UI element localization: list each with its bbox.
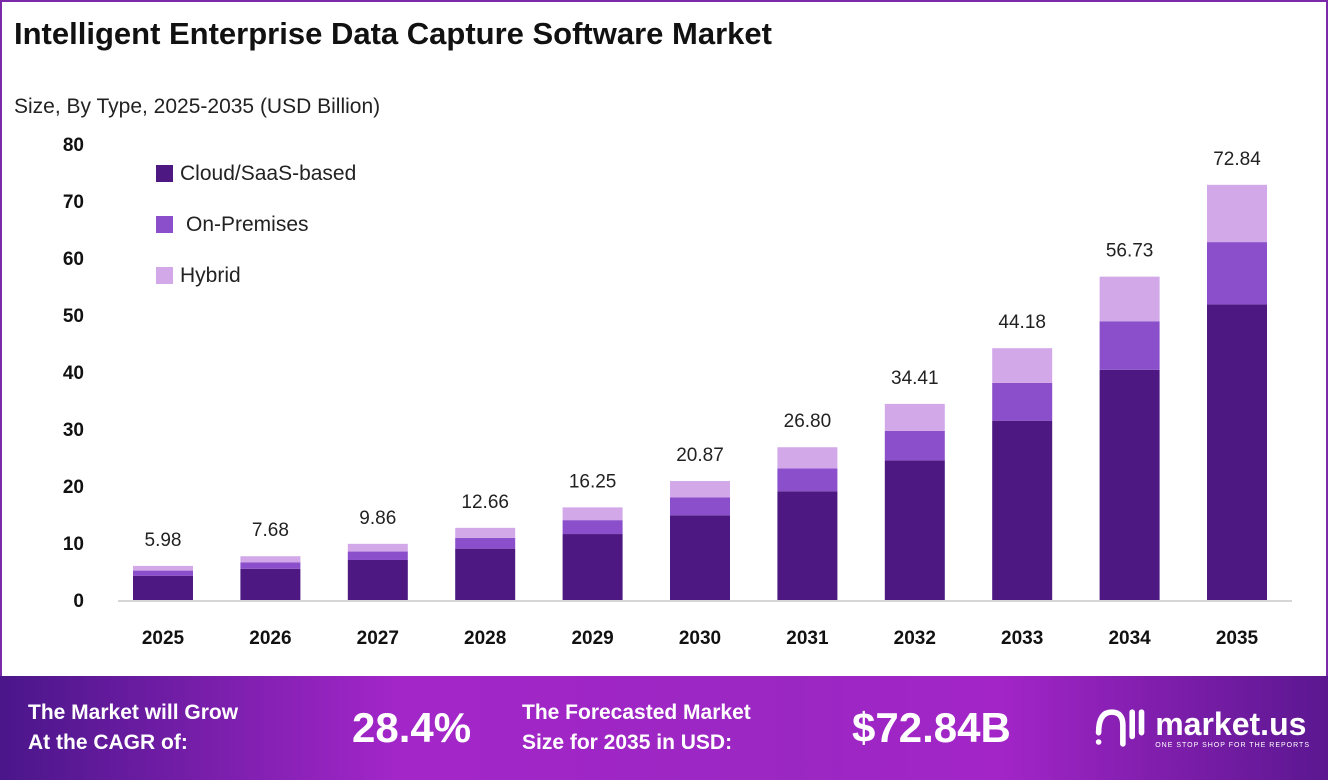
total-label: 72.84: [1213, 149, 1261, 170]
x-tick-label: 2030: [679, 628, 721, 649]
bar-segment-cloud-saas-based-2030: [670, 515, 730, 600]
legend-swatch: [156, 216, 173, 233]
cagr-label-line1: The Market will Grow: [28, 701, 239, 724]
legend-swatch: [156, 165, 173, 182]
bar-segment-hybrid-2035: [1207, 184, 1267, 243]
y-tick-label: 30: [63, 420, 84, 441]
y-tick-label: 80: [63, 135, 84, 156]
bar-segment-on-premises-2027: [347, 551, 408, 560]
bar-segment-hybrid-2030: [670, 481, 730, 498]
bar-segment-on-premises-2026: [240, 562, 301, 569]
bar-segment-hybrid-2029: [562, 507, 623, 521]
summary-banner: The Market will Grow At the CAGR of: 28.…: [0, 676, 1328, 780]
bar-segment-hybrid-2028: [455, 527, 516, 538]
bar-segment-cloud-saas-based-2033: [992, 420, 1053, 600]
bar-segment-hybrid-2026: [240, 556, 301, 563]
bar-segment-hybrid-2033: [992, 348, 1053, 383]
legend-label: Cloud/SaaS-based: [180, 162, 356, 185]
bar-chart: 010203040506070805.9820257.6820269.86202…: [63, 135, 1292, 649]
bar-segment-cloud-saas-based-2032: [884, 460, 945, 600]
bar-segment-on-premises-2028: [455, 537, 516, 549]
total-label: 5.98: [145, 530, 182, 551]
y-tick-label: 10: [63, 534, 84, 555]
x-tick-label: 2032: [894, 628, 936, 649]
logo-icon: [1096, 709, 1145, 747]
forecast-label-line1: The Forecasted Market: [522, 701, 751, 724]
chart-frame: [0, 0, 1328, 678]
x-tick-label: 2034: [1108, 628, 1151, 649]
bar-segment-cloud-saas-based-2029: [562, 534, 623, 600]
x-tick-label: 2026: [249, 628, 291, 649]
total-label: 34.41: [891, 368, 939, 389]
total-label: 20.87: [676, 445, 724, 466]
bar-segment-cloud-saas-based-2031: [777, 491, 838, 600]
chart-title: Intelligent Enterprise Data Capture Soft…: [14, 16, 772, 51]
bar-segment-hybrid-2032: [884, 403, 945, 431]
bar-segment-on-premises-2034: [1099, 321, 1160, 370]
bar-segment-cloud-saas-based-2028: [455, 548, 516, 600]
bar-segment-hybrid-2025: [133, 565, 193, 571]
x-tick-label: 2028: [464, 628, 506, 649]
bar-segment-on-premises-2029: [562, 520, 623, 535]
bar-segment-hybrid-2027: [347, 543, 408, 552]
bar-segment-on-premises-2030: [670, 497, 730, 516]
legend-swatch: [156, 267, 173, 284]
bar-segment-hybrid-2034: [1099, 276, 1160, 322]
x-tick-label: 2033: [1001, 628, 1043, 649]
cagr-label: The Market will Grow At the CAGR of:: [28, 698, 338, 758]
bar-segment-on-premises-2031: [777, 468, 838, 492]
bar-segment-cloud-saas-based-2034: [1099, 369, 1160, 600]
total-label: 56.73: [1106, 241, 1154, 262]
logo-tagline: ONE STOP SHOP FOR THE REPORTS: [1155, 741, 1310, 749]
total-label: 16.25: [569, 471, 617, 492]
bar-segment-on-premises-2035: [1207, 242, 1267, 305]
y-tick-label: 50: [63, 306, 84, 327]
y-tick-label: 60: [63, 249, 84, 270]
x-tick-label: 2031: [786, 628, 829, 649]
chart-subtitle: Size, By Type, 2025-2035 (USD Billion): [14, 95, 381, 118]
total-label: 12.66: [461, 492, 509, 513]
bar-segment-on-premises-2032: [884, 430, 945, 461]
total-label: 44.18: [998, 312, 1046, 333]
x-tick-label: 2025: [142, 628, 185, 649]
bar-segment-on-premises-2033: [992, 382, 1053, 421]
bar-segment-hybrid-2031: [777, 447, 838, 469]
legend-label: On-Premises: [186, 213, 309, 236]
y-tick-label: 40: [63, 363, 84, 384]
bar-segment-cloud-saas-based-2027: [347, 559, 408, 600]
market-us-logo: market.us ONE STOP SHOP FOR THE REPORTS: [1093, 703, 1310, 753]
total-label: 7.68: [252, 520, 289, 541]
cagr-value: 28.4%: [352, 704, 472, 751]
forecast-label-line2: Size for 2035 in USD:: [522, 731, 733, 754]
bar-segment-cloud-saas-based-2035: [1207, 304, 1267, 600]
x-tick-label: 2035: [1216, 628, 1259, 649]
x-tick-label: 2029: [571, 628, 613, 649]
total-label: 26.80: [784, 411, 832, 432]
y-tick-label: 70: [63, 192, 84, 213]
forecast-label: The Forecasted Market Size for 2035 in U…: [522, 698, 842, 758]
logo-text: market.us: [1155, 705, 1307, 742]
x-tick-label: 2027: [357, 628, 399, 649]
legend-label: Hybrid: [180, 264, 241, 287]
y-tick-label: 20: [63, 477, 84, 498]
bar-segment-cloud-saas-based-2025: [133, 575, 193, 600]
total-label: 9.86: [359, 508, 396, 529]
y-tick-label: 0: [73, 591, 84, 612]
bar-segment-cloud-saas-based-2026: [240, 568, 301, 600]
bar-segment-on-premises-2025: [133, 570, 193, 576]
cagr-label-line2: At the CAGR of:: [28, 731, 188, 754]
forecast-value: $72.84B: [852, 704, 1011, 751]
